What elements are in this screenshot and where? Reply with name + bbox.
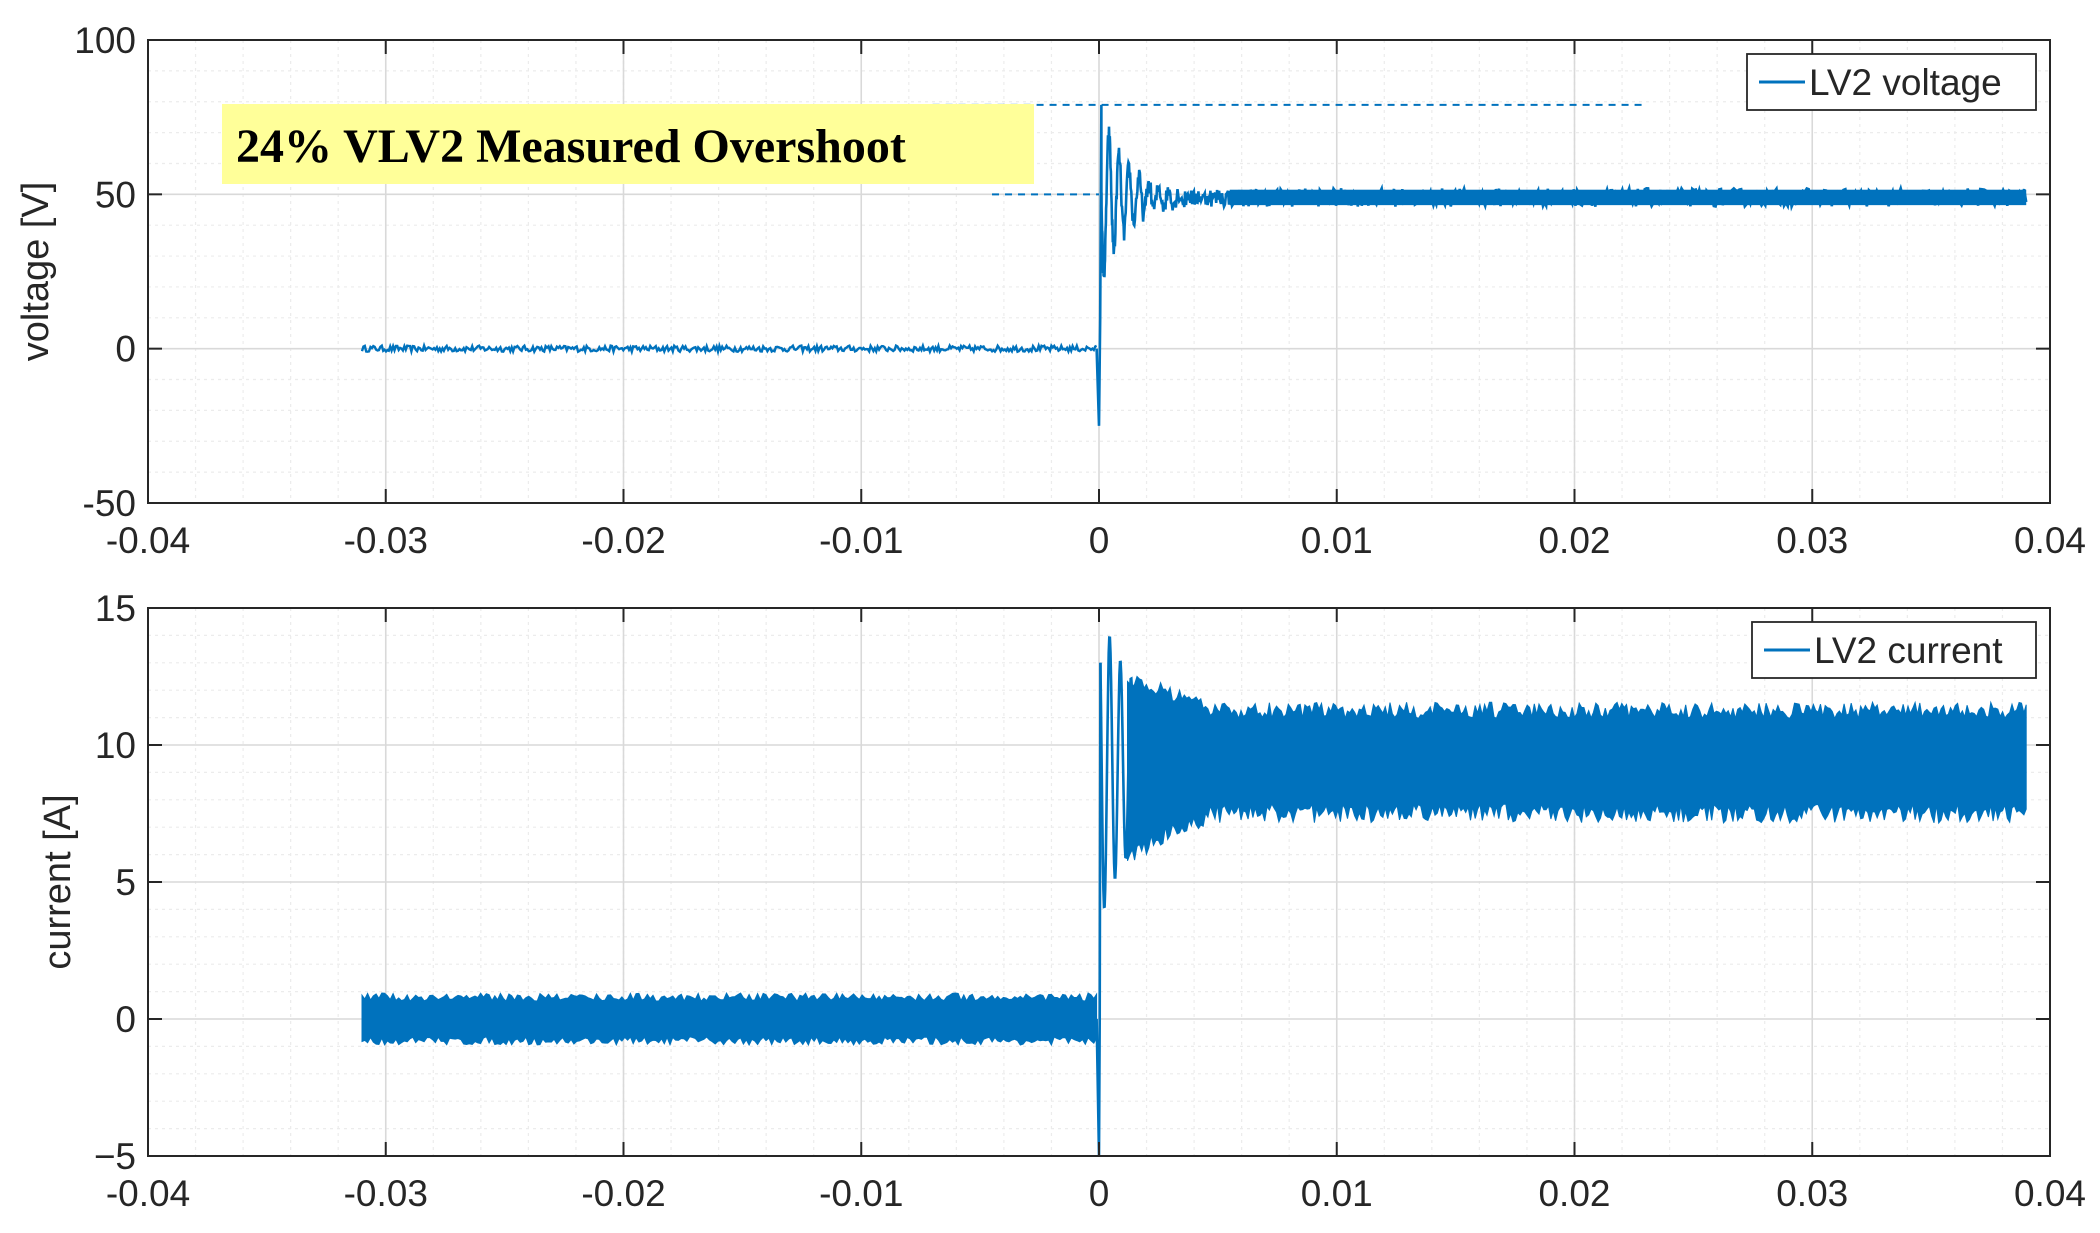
current-post-step-band bbox=[1127, 675, 2027, 861]
y-tick-label: −5 bbox=[94, 1136, 136, 1177]
x-tick-label: 0.01 bbox=[1301, 1173, 1373, 1214]
series-lv2-voltage bbox=[360, 104, 2028, 426]
current-step-spike bbox=[1095, 662, 1102, 1157]
x-tick-label: -0.03 bbox=[344, 520, 428, 561]
legend: LV2 voltage bbox=[1746, 53, 2037, 111]
x-tick-label: 0 bbox=[1089, 1173, 1110, 1214]
x-tick-label: 0 bbox=[1089, 520, 1110, 561]
x-tick-label: 0.01 bbox=[1301, 520, 1373, 561]
y-tick-label: 10 bbox=[95, 725, 136, 766]
y-axis-label: voltage [V] bbox=[15, 182, 57, 362]
x-tick-label: 0.03 bbox=[1776, 1173, 1848, 1214]
x-tick-label: 0.04 bbox=[2014, 1173, 2086, 1214]
voltage-pre-step-trace bbox=[360, 341, 1098, 357]
current-panel: -0.04 -0.03 -0.02 -0.01 0 0.01 0.02 0.03 0.04 −5 0… bbox=[37, 588, 2086, 1214]
annotation-text: 24% VLV2 Measured Overshoot bbox=[236, 120, 906, 173]
x-tick-label: -0.01 bbox=[819, 1173, 903, 1214]
series-lv2-current bbox=[361, 636, 2027, 1157]
y-tick-label: 15 bbox=[95, 588, 136, 629]
y-tick-label: 0 bbox=[115, 329, 136, 370]
x-tick-label: -0.04 bbox=[106, 1173, 190, 1214]
x-tick-label: -0.02 bbox=[581, 520, 665, 561]
y-tick-label: -50 bbox=[83, 483, 136, 524]
legend-entry: LV2 current bbox=[1814, 630, 2003, 671]
current-pre-step-band bbox=[361, 991, 1098, 1047]
x-tick-label: -0.04 bbox=[106, 520, 190, 561]
x-tick-label: 0.03 bbox=[1776, 520, 1848, 561]
voltage-panel: 24% VLV2 Measured Overshoot -0.04 -0.03 -0.… bbox=[15, 20, 2086, 561]
y-tick-label: 100 bbox=[74, 20, 136, 61]
x-tick-label: -0.01 bbox=[819, 520, 903, 561]
y-tick-label: 0 bbox=[115, 999, 136, 1040]
y-tick-label: 5 bbox=[115, 862, 136, 903]
legend: LV2 current bbox=[1751, 621, 2037, 679]
y-tick-label: 50 bbox=[95, 174, 136, 215]
legend-entry: LV2 voltage bbox=[1809, 62, 2002, 103]
x-tick-label: 0.02 bbox=[1538, 1173, 1610, 1214]
annotation-box bbox=[222, 104, 1034, 184]
x-tick-label: -0.02 bbox=[581, 1173, 665, 1214]
y-axis-label: current [A] bbox=[37, 794, 79, 969]
x-tick-label: -0.03 bbox=[344, 1173, 428, 1214]
voltage-steady-band bbox=[1229, 189, 2027, 206]
x-tick-label: 0.02 bbox=[1538, 520, 1610, 561]
x-tick-label: 0.04 bbox=[2014, 520, 2086, 561]
